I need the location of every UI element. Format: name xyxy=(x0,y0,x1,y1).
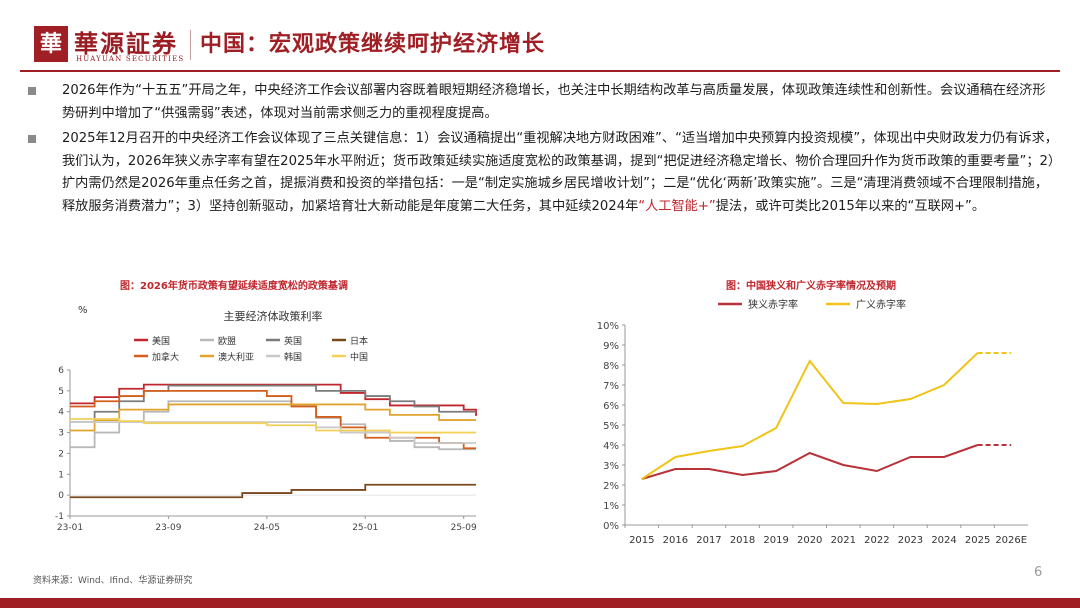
source-note: 资料来源：Wind、Ifind、华源证券研究 xyxy=(33,576,193,586)
y-tick-label: 3% xyxy=(603,461,619,472)
y-tick-label: 5 xyxy=(58,387,64,397)
x-tick-label: 25-01 xyxy=(352,523,378,533)
y-tick-label: 10% xyxy=(597,321,619,332)
series-line-澳大利亚 xyxy=(70,403,476,432)
x-tick-label: 2020 xyxy=(797,535,822,546)
x-tick-label: 2022 xyxy=(864,535,889,546)
y-tick-label: 5% xyxy=(603,421,619,432)
x-tick-label: 2016 xyxy=(663,535,688,546)
page-number: 6 xyxy=(1034,565,1043,580)
paragraph-2-highlight: “人工智能+” xyxy=(638,198,716,214)
footer-bar xyxy=(0,598,1080,608)
paragraph-1: 2026年作为“十五五”开局之年，中央经济工作会议部署内容既着眼短期经济稳增长，… xyxy=(28,80,1058,125)
legend-label-欧盟: 欧盟 xyxy=(218,335,236,347)
legend-label-日本: 日本 xyxy=(350,335,368,347)
y-tick-label: 6 xyxy=(58,366,64,376)
x-tick-label: 2018 xyxy=(730,535,755,546)
y-tick-label: 2% xyxy=(603,481,619,492)
series-line-广义赤字率 xyxy=(641,352,979,480)
y-tick-label: 6% xyxy=(603,401,619,412)
legend-label-狭义赤字率: 狭义赤字率 xyxy=(748,298,798,311)
company-name-en: HUAYUAN SECURITIES xyxy=(76,55,185,63)
y-tick-label: 9% xyxy=(603,341,619,352)
x-tick-label: 23-01 xyxy=(57,523,83,533)
x-tick-label: 2019 xyxy=(763,535,788,546)
chart-title: 主要经济体政策利率 xyxy=(224,309,323,323)
header-divider xyxy=(190,30,191,60)
x-tick-label: 2021 xyxy=(831,535,856,546)
legend-label-澳大利亚: 澳大利亚 xyxy=(218,351,254,363)
paragraph-2-main: 2025年12月召开的中央经济工作会议体现了三点关键信息：1）会议通稿提出“重视… xyxy=(62,131,1058,214)
title-underline xyxy=(20,70,1060,72)
x-tick-label: 23-09 xyxy=(155,523,181,533)
y-tick-label: 8% xyxy=(603,361,619,372)
bullet-square-icon xyxy=(28,87,36,95)
paragraph-2-text: 2025年12月召开的中央经济工作会议体现了三点关键信息：1）会议通稿提出“重视… xyxy=(62,128,1058,218)
y-tick-label: 3 xyxy=(58,429,64,439)
legend-label-广义赤字率: 广义赤字率 xyxy=(856,298,906,311)
paragraph-2-tail: 提法，或许可类比2015年以来的“互联网+”。 xyxy=(715,198,986,214)
series-line-美国 xyxy=(70,383,477,416)
y-tick-label: 1% xyxy=(603,501,619,512)
header: 華 華源証券 HUAYUAN SECURITIES 中国：宏观政策继续呵护经济增… xyxy=(0,0,1080,78)
x-tick-label: 24-05 xyxy=(254,523,280,533)
y-tick-label: 4 xyxy=(58,408,64,418)
page-title: 中国：宏观政策继续呵护经济增长 xyxy=(200,32,546,57)
deficit-rate-chart: 狭义赤字率 广义赤字率 0% 1% 2% 3% 4% 5% 6% 7% 8% 9% 10% 2015 201… xyxy=(597,298,1028,546)
y-tick-label: 0% xyxy=(603,521,619,532)
legend-label-中国: 中国 xyxy=(350,351,368,363)
left-chart-caption: 图：2026年货币政策有望延续适度宽松的政策基调 xyxy=(120,281,348,292)
y-tick-label: 2 xyxy=(58,449,64,459)
y-tick-label: -1 xyxy=(55,512,64,522)
legend-label-英国: 英国 xyxy=(284,335,302,347)
y-tick-label: 7% xyxy=(603,381,619,392)
series-line-加拿大 xyxy=(70,389,476,450)
x-tick-label: 2023 xyxy=(898,535,923,546)
x-tick-label: 25-09 xyxy=(451,523,477,533)
legend-label-加拿大: 加拿大 xyxy=(152,351,179,363)
company-name: 華源証券 xyxy=(74,29,178,58)
y-unit-label: % xyxy=(78,305,88,316)
x-tick-label: 2017 xyxy=(696,535,721,546)
x-tick-label: 2024 xyxy=(931,535,956,546)
series-line-日本 xyxy=(70,483,476,499)
series-line-英国 xyxy=(70,384,476,424)
x-tick-label: 2015 xyxy=(629,535,654,546)
y-tick-label: 4% xyxy=(603,441,619,452)
series-line-中国 xyxy=(70,418,476,434)
y-tick-label: 0 xyxy=(58,491,64,501)
x-tick-label: 2026E xyxy=(995,535,1027,546)
legend-label-美国: 美国 xyxy=(152,335,170,347)
company-logo: 華 xyxy=(34,26,68,62)
paragraph-1-text: 2026年作为“十五五”开局之年，中央经济工作会议部署内容既着眼短期经济稳增长，… xyxy=(62,83,1046,121)
x-tick-label: 2025 xyxy=(965,535,990,546)
y-tick-label: 1 xyxy=(58,470,64,480)
paragraph-2: 2025年12月召开的中央经济工作会议体现了三点关键信息：1）会议通稿提出“重视… xyxy=(28,128,1058,218)
right-chart-caption: 图：中国狭义和广义赤字率情况及预期 xyxy=(726,281,896,292)
series-line-狭义赤字率 xyxy=(641,444,978,480)
legend-label-韩国: 韩国 xyxy=(284,351,302,363)
bullet-square-icon xyxy=(28,135,36,143)
